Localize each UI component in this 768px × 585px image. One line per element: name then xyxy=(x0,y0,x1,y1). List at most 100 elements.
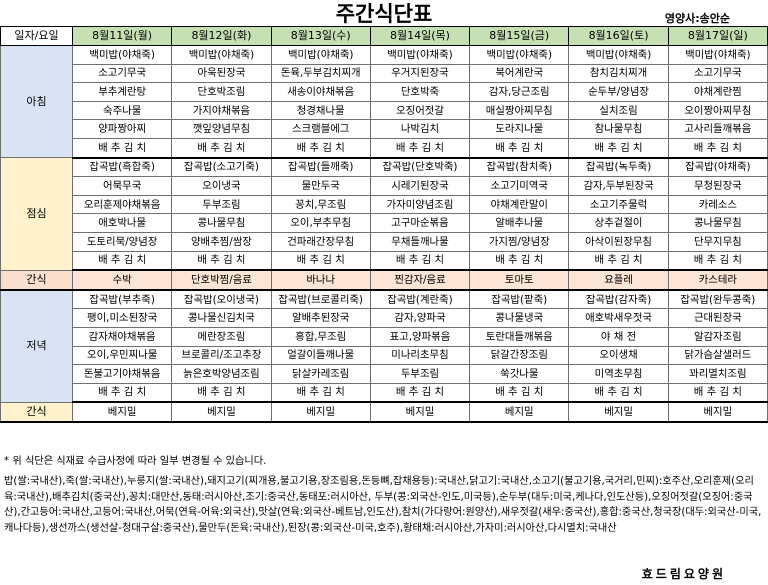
menu-cell: 백미밥(야채죽) xyxy=(171,45,272,65)
menu-row-lunch: 점심 잡곡밥(흑합죽) 잡곡밥(소고기죽) 잡곡밥(들깨죽) 잡곡밥(단호박죽) 잡곡밥(… xyxy=(0,157,768,271)
menu-cell: 감자,양파국 xyxy=(369,308,471,328)
menu-cell: 브로콜리/조고추장 xyxy=(171,345,272,366)
day-header: 8월13일(수) xyxy=(270,26,371,46)
menu-cell: 백미밥(야채죽) xyxy=(568,45,669,65)
menu-cell: 배 추 김 치 xyxy=(667,137,768,159)
day-header: 8월12일(화) xyxy=(171,26,272,46)
meal-label: 아침 xyxy=(0,44,73,159)
menu-cell: 카스테라 xyxy=(667,269,768,291)
menu-cell: 백미밥(야채죽) xyxy=(667,45,768,65)
menu-cell: 잡곡밥(계란죽) xyxy=(369,289,471,310)
menu-cell: 배 추 김 치 xyxy=(171,250,272,272)
meal-label: 점심 xyxy=(0,157,73,271)
nutritionist-label: 영양사:송안순 xyxy=(664,12,730,25)
menu-cell: 바나나 xyxy=(270,269,371,291)
menu-cell: 도라지나물 xyxy=(469,119,570,139)
menu-cell: 감자,두부된장국 xyxy=(568,176,669,196)
menu-cell: 배 추 김 치 xyxy=(469,382,570,404)
menu-cell: 백미밥(야채죽) xyxy=(270,45,371,65)
menu-cell: 잡곡밥(단호박죽) xyxy=(369,157,471,178)
menu-cell: 표고,양파볶음 xyxy=(369,326,471,347)
menu-row-lunch: 도토리묵/양념장 양배추찜/쌈장 건파래간장무침 무채들깨나물 가지찜/양념장 아삭이된장… xyxy=(1,231,768,252)
origin-info: 밥(쌀:국내산),죽(쌀:국내산),누룽지(쌀:국내산),돼지고기(찌개용,불고… xyxy=(4,476,762,534)
menu-cell: 참치김치찌개 xyxy=(568,63,669,84)
menu-cell: 배 추 김 치 xyxy=(270,137,371,159)
menu-cell: 소고기미역국 xyxy=(469,176,570,196)
menu-cell: 우거지된장국 xyxy=(369,63,471,84)
menu-cell: 배 추 김 치 xyxy=(369,137,471,159)
menu-cell: 부추계란탕 xyxy=(71,82,173,102)
menu-cell: 시레기된장국 xyxy=(369,176,471,196)
menu-row-snack: 간식 수박 단호박찜/음료 바나나 찐감자/음료 토마토 요플레 카스테라 xyxy=(0,269,768,291)
menu-cell: 순두부/양념장 xyxy=(568,82,669,102)
menu-cell: 배 추 김 치 xyxy=(270,382,371,404)
menu-cell: 배 추 김 치 xyxy=(469,250,570,272)
menu-cell: 배 추 김 치 xyxy=(71,250,173,272)
menu-cell: 베지밀 xyxy=(369,401,471,423)
menu-cell: 깻잎양념무침 xyxy=(171,119,272,139)
meal-label: 간식 xyxy=(0,401,73,423)
menu-cell: 알감자조림 xyxy=(667,326,768,347)
menu-cell: 애호박나물 xyxy=(71,213,173,233)
menu-cell: 배 추 김 치 xyxy=(71,137,173,159)
menu-cell: 콩나물무침 xyxy=(667,213,768,233)
menu-cell: 소고기무국 xyxy=(71,63,173,84)
menu-cell: 돈불고기야채볶음 xyxy=(71,364,173,384)
menu-cell: 무채들깨나물 xyxy=(369,231,471,252)
change-notice: * 위 식단은 식재료 수급사정에 따라 일부 변경될 수 있습니다. xyxy=(4,456,267,467)
menu-row-lunch: 어묵무국 오이냉국 물만두국 시레기된장국 소고기미역국 감자,두부된장국 무청된장국 xyxy=(1,176,768,196)
menu-cell: 새송이야채볶음 xyxy=(270,82,371,102)
menu-row-dinner: 팽이,미소된장국 콩나물신김치국 알배추된장국 감자,양파국 콩나물냉국 애호박새우젓국 근… xyxy=(1,308,768,328)
menu-cell: 팽이,미소된장국 xyxy=(71,308,173,328)
menu-cell: 꽈리멸치조림 xyxy=(667,364,768,384)
menu-cell: 배 추 김 치 xyxy=(469,137,570,159)
menu-cell: 토란대들깨볶음 xyxy=(469,326,570,347)
menu-row-morning: 양파짱아찌 깻잎양념무침 스크램블에그 나박김치 도라지나물 참나물무침 고사리들깨볶음 xyxy=(1,119,768,139)
menu-cell: 오리훈제야채볶음 xyxy=(71,194,173,215)
day-header: 8월11일(월) xyxy=(71,26,173,46)
weekly-menu-table: 일자/요일 8월11일(월) 8월12일(화) 8월13일(수) 8월14일(목… xyxy=(0,26,768,423)
menu-cell: 베지밀 xyxy=(171,401,272,423)
menu-cell: 두부조림 xyxy=(171,194,272,215)
menu-cell: 오징어젓갈 xyxy=(369,100,471,121)
menu-cell: 매실짱아찌무침 xyxy=(469,100,570,121)
menu-cell: 늙은호박양념조림 xyxy=(171,364,272,384)
menu-cell: 미나리초무침 xyxy=(369,345,471,366)
menu-cell: 야채계란말이 xyxy=(469,194,570,215)
menu-cell: 요플레 xyxy=(568,269,669,291)
menu-cell: 오이생채 xyxy=(568,345,669,366)
header-row: 일자/요일 8월11일(월) 8월12일(화) 8월13일(수) 8월14일(목… xyxy=(0,26,768,46)
menu-cell: 닭갈간장조림 xyxy=(469,345,570,366)
menu-cell: 베지밀 xyxy=(71,401,173,423)
menu-cell: 소고기무국 xyxy=(667,63,768,84)
menu-cell: 고구마순볶음 xyxy=(369,213,471,233)
page-title: 주간식단표 xyxy=(335,2,433,26)
menu-cell: 물만두국 xyxy=(270,176,371,196)
menu-row-morning: 부추계란탕 단호박조림 새송이야채볶음 단호박죽 감자,당근조림 순두부/양념장 야채계란찜 xyxy=(1,82,768,102)
menu-cell: 잡곡밥(감자죽) xyxy=(568,289,669,310)
menu-row-dinner: 오이,우민찌나물 브로콜리/조고추장 얼갈이들깨나물 미나리초무침 닭갈간장조림 오이생채… xyxy=(1,345,768,366)
menu-cell: 배 추 김 치 xyxy=(667,382,768,404)
menu-cell: 잡곡밥(오이냉국) xyxy=(171,289,272,310)
menu-cell: 도토리묵/양념장 xyxy=(71,231,173,252)
menu-cell: 알배추나물 xyxy=(469,213,570,233)
menu-cell: 배 추 김 치 xyxy=(171,137,272,159)
menu-row-lunch: 오리훈제야채볶음 두부조림 꽁치,무조림 가자미양념조림 야채계란말이 소고기주물럭 카레소… xyxy=(1,194,768,215)
menu-cell: 배 추 김 치 xyxy=(270,250,371,272)
menu-row-morning: 소고기무국 아욱된장국 돈육,두부김치찌개 우거지된장국 북어계란국 참치김치찌개 소고기무… xyxy=(1,63,768,84)
menu-row-snack2: 간식 베지밀 베지밀 베지밀 베지밀 베지밀 베지밀 베지밀 xyxy=(0,401,768,423)
menu-cell: 야채계란찜 xyxy=(667,82,768,102)
menu-cell: 양배추찜/쌈장 xyxy=(171,231,272,252)
menu-cell: 건파래간장무침 xyxy=(270,231,371,252)
menu-cell: 배 추 김 치 xyxy=(568,137,669,159)
menu-cell: 배 추 김 치 xyxy=(71,382,173,404)
day-header: 8월14일(목) xyxy=(369,26,471,46)
menu-cell: 돈육,두부김치찌개 xyxy=(270,63,371,84)
menu-row-dinner: 감자채야채볶음 메란장조림 홍합,무조림 표고,양파볶음 토란대들깨볶음 야 채 전 알감자… xyxy=(1,326,768,347)
menu-cell: 베지밀 xyxy=(568,401,669,423)
menu-cell: 잡곡밥(브로콜리죽) xyxy=(270,289,371,310)
menu-cell: 단무지무침 xyxy=(667,231,768,252)
menu-cell: 잡곡밥(녹두죽) xyxy=(568,157,669,178)
